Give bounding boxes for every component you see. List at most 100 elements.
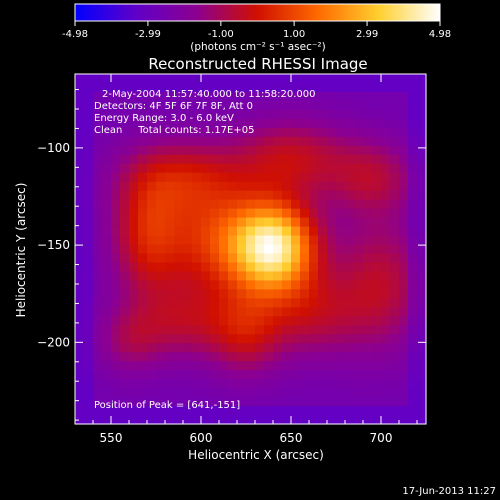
heatmap-cell — [417, 388, 427, 398]
heatmap-cell — [291, 182, 301, 192]
heatmap-cell — [138, 262, 148, 272]
heatmap-cell — [174, 352, 184, 362]
heatmap-cell — [111, 361, 121, 371]
heatmap-cell — [165, 370, 175, 380]
heatmap-cell — [390, 280, 400, 290]
heatmap-cell — [165, 361, 175, 371]
heatmap-cell — [111, 271, 121, 281]
heatmap-cell — [408, 352, 418, 362]
heatmap-cell — [192, 271, 202, 281]
heatmap-cell — [237, 298, 247, 308]
heatmap-cell — [336, 253, 346, 263]
heatmap-cell — [255, 415, 265, 425]
heatmap-cell — [210, 415, 220, 425]
heatmap-cell — [138, 388, 148, 398]
heatmap-cell — [318, 110, 328, 120]
heatmap-cell — [327, 361, 337, 371]
heatmap-cell — [354, 415, 364, 425]
heatmap-cell — [75, 74, 85, 84]
heatmap-cell — [354, 209, 364, 219]
heatmap-cell — [264, 415, 274, 425]
heatmap-cell — [372, 74, 382, 84]
heatmap-cell — [102, 370, 112, 380]
heatmap-cell — [408, 227, 418, 237]
heatmap-cell — [102, 137, 112, 147]
heatmap-cell — [264, 307, 274, 317]
heatmap-cell — [219, 262, 229, 272]
heatmap-cell — [147, 307, 157, 317]
heatmap-cell — [336, 262, 346, 272]
heatmap-cell — [336, 361, 346, 371]
heatmap-cell — [192, 298, 202, 308]
heatmap-cell — [183, 245, 193, 255]
heatmap-cell — [120, 218, 130, 228]
heatmap-cell — [219, 191, 229, 201]
heatmap-cell — [264, 209, 274, 219]
heatmap-cell — [327, 209, 337, 219]
heatmap-cell — [255, 173, 265, 183]
heatmap-cell — [381, 83, 391, 93]
heatmap-cell — [120, 388, 130, 398]
heatmap-cell — [390, 253, 400, 263]
heatmap-cell — [363, 92, 373, 102]
heatmap-cell — [183, 361, 193, 371]
heatmap-cell — [327, 352, 337, 362]
heatmap-cell — [372, 119, 382, 129]
heatmap-cell — [147, 316, 157, 326]
heatmap-cell — [183, 209, 193, 219]
heatmap-cell — [336, 164, 346, 174]
heatmap-cell — [399, 191, 409, 201]
heatmap-cell — [264, 361, 274, 371]
heatmap-cell — [282, 289, 292, 299]
heatmap-cell — [102, 280, 112, 290]
heatmap-cell — [147, 164, 157, 174]
heatmap-cell — [129, 182, 139, 192]
heatmap-cell — [354, 379, 364, 389]
heatmap-cell — [354, 370, 364, 380]
heatmap-cell — [129, 316, 139, 326]
heatmap-cell — [417, 227, 427, 237]
heatmap-cell — [309, 173, 319, 183]
heatmap-cell — [246, 298, 256, 308]
heatmap-cell — [390, 379, 400, 389]
heatmap-cell — [201, 271, 211, 281]
heatmap-cell — [318, 415, 328, 425]
heatmap-cell — [219, 218, 229, 228]
heatmap-cell — [111, 182, 121, 192]
heatmap-cell — [309, 200, 319, 210]
heatmap-cell — [354, 110, 364, 120]
heatmap-cell — [291, 173, 301, 183]
heatmap-cell — [390, 370, 400, 380]
heatmap-cell — [255, 280, 265, 290]
heatmap-cell — [273, 415, 283, 425]
heatmap-cell — [228, 289, 238, 299]
heatmap-cell — [147, 245, 157, 255]
heatmap-cell — [300, 316, 310, 326]
heatmap-cell — [102, 236, 112, 246]
heatmap-cell — [183, 388, 193, 398]
heatmap-cell — [147, 262, 157, 272]
heatmap-cell — [237, 280, 247, 290]
heatmap-cell — [336, 110, 346, 120]
heatmap-cell — [219, 343, 229, 353]
heatmap-cell — [417, 218, 427, 228]
heatmap-cell — [84, 262, 94, 272]
heatmap-cell — [417, 119, 427, 129]
heatmap-cell — [120, 191, 130, 201]
heatmap-cell — [192, 316, 202, 326]
heatmap-cell — [102, 155, 112, 165]
heatmap-cell — [129, 334, 139, 344]
heatmap-cell — [165, 271, 175, 281]
heatmap-cell — [138, 370, 148, 380]
heatmap-cell — [318, 128, 328, 138]
heatmap-cell — [93, 352, 103, 362]
heatmap-cell — [300, 227, 310, 237]
heatmap-cell — [228, 280, 238, 290]
heatmap-cell — [336, 101, 346, 111]
heatmap-cell — [408, 110, 418, 120]
heatmap-cell — [219, 209, 229, 219]
heatmap-cell — [93, 236, 103, 246]
heatmap-cell — [75, 128, 85, 138]
heatmap-cell — [138, 227, 148, 237]
